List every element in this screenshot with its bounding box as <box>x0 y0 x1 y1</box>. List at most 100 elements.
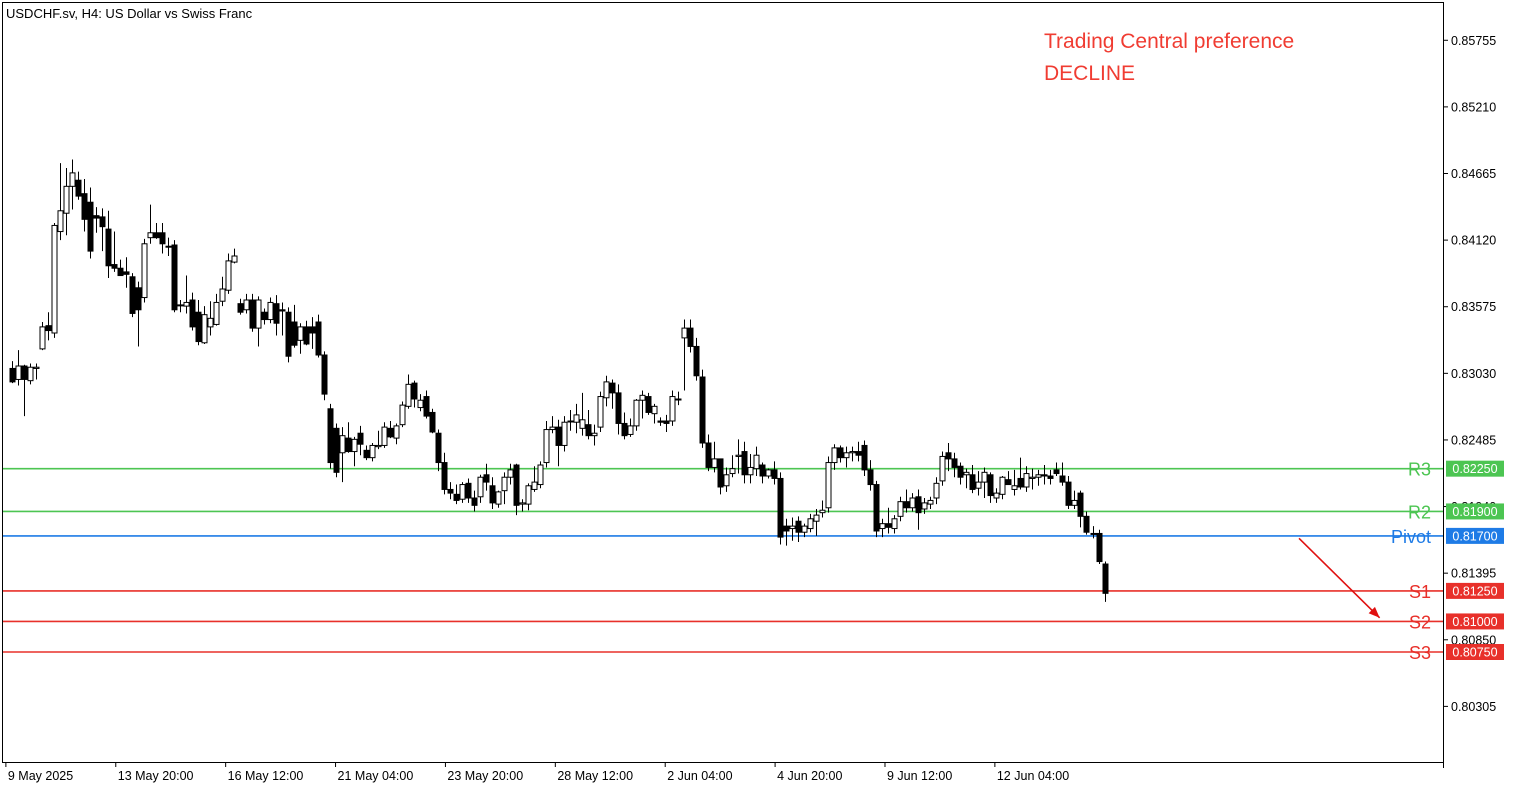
price-tick-label: 0.83575 <box>1451 300 1496 314</box>
candle <box>585 410 592 440</box>
candle <box>555 419 562 467</box>
candle-body-bear <box>783 525 790 532</box>
candle-body-bull <box>375 444 382 448</box>
candle-body-bull <box>213 301 220 325</box>
candle <box>669 390 676 426</box>
candle-body-bear <box>771 469 778 479</box>
candle <box>333 423 340 478</box>
candle <box>855 441 862 462</box>
candle <box>579 392 586 436</box>
candle <box>999 476 1006 500</box>
candle <box>909 493 916 512</box>
candle <box>1029 468 1036 490</box>
candle <box>1059 462 1066 486</box>
candle-body-bear <box>957 465 964 478</box>
candle-body-bear <box>129 276 136 314</box>
candle <box>525 483 532 511</box>
candle <box>717 458 724 495</box>
candle <box>393 423 400 445</box>
candle-body-bear <box>303 326 310 345</box>
candle-body-bull <box>1023 473 1030 488</box>
candle-body-bull <box>723 474 730 487</box>
candle-body-bear <box>693 345 700 377</box>
candle <box>429 408 436 434</box>
candle-body-bull <box>747 466 754 476</box>
candle <box>1083 511 1090 535</box>
candle <box>243 293 250 314</box>
price-axis-ticks: 0.85755 0.85210 0.84665 0.84120 0.83575 0.830… <box>1443 34 1496 714</box>
candle-body-bull <box>879 523 886 530</box>
level-label-r2: R2 <box>1408 502 1431 522</box>
level-price-tag-bg <box>1446 460 1504 477</box>
candle <box>9 361 16 384</box>
candle-body-bull <box>267 301 274 321</box>
candle-body-bull <box>681 327 688 339</box>
candle <box>423 390 430 419</box>
candle-body-bear <box>1065 481 1072 506</box>
candle <box>291 304 298 348</box>
candle <box>1017 457 1024 490</box>
candle <box>153 223 160 239</box>
candle-body-bear <box>345 437 352 453</box>
candle-body-bull <box>207 317 214 328</box>
candle-body-bull <box>639 394 646 401</box>
candle <box>753 446 760 476</box>
forecast-arrow-line <box>1298 537 1381 619</box>
candle-body-bear <box>87 201 94 252</box>
candle <box>225 253 232 294</box>
candle-body-bull <box>57 210 64 233</box>
candle <box>705 434 712 472</box>
candle <box>573 403 580 434</box>
candle-body-bull <box>849 451 856 454</box>
candle <box>849 446 856 462</box>
candle <box>33 363 40 380</box>
candle-body-bull <box>405 383 412 407</box>
time-tick-label: 16 May 12:00 <box>228 769 304 783</box>
candle-body-bear <box>1047 475 1054 479</box>
candle <box>723 467 730 492</box>
candle <box>237 298 244 315</box>
candle-body-bull <box>183 301 190 307</box>
candle <box>339 427 346 483</box>
price-tick-label: 0.80305 <box>1451 700 1496 714</box>
candle-body-bull <box>819 509 826 514</box>
level-price-tag-r3: 0.82250 <box>1452 462 1497 476</box>
candle-body-bull <box>1035 474 1042 478</box>
candle <box>735 439 742 474</box>
candle <box>939 451 946 486</box>
candle <box>51 223 58 338</box>
candle-body-bull <box>597 396 604 428</box>
preference-line-1: Trading Central preference <box>1044 30 1294 53</box>
candle-body-bear <box>759 464 766 477</box>
candle <box>543 421 550 468</box>
candle-body-bear <box>99 216 106 228</box>
candle <box>261 308 268 325</box>
candle-body-bear <box>111 264 118 269</box>
candle-body-bear <box>435 432 442 464</box>
candle <box>345 422 352 453</box>
candle <box>885 507 892 534</box>
candle-body-bear <box>657 420 664 423</box>
candle-body-bear <box>987 474 994 497</box>
candle <box>531 466 538 492</box>
candle <box>1096 529 1103 564</box>
candle-body-bear <box>123 271 130 275</box>
time-tick-label: 2 Jun 04:00 <box>667 769 732 783</box>
candle-body-bull <box>999 476 1006 495</box>
candle <box>63 168 70 236</box>
candle <box>891 515 898 534</box>
candle <box>1102 561 1109 602</box>
candle <box>831 444 838 470</box>
candle-body-bear <box>471 497 478 506</box>
candle-body-bear <box>411 382 418 400</box>
candle-body-bear <box>609 382 616 394</box>
candle <box>309 317 316 349</box>
candle-body-bear <box>429 411 436 433</box>
candle-body-bear <box>363 449 370 459</box>
candle-body-bear <box>687 327 694 347</box>
candle-body-bull <box>63 185 70 214</box>
candle-body-bull <box>939 455 946 482</box>
level-price-tag-bg <box>1446 644 1504 660</box>
candle-body-bear <box>135 287 142 311</box>
candle-body-bear <box>621 422 628 437</box>
